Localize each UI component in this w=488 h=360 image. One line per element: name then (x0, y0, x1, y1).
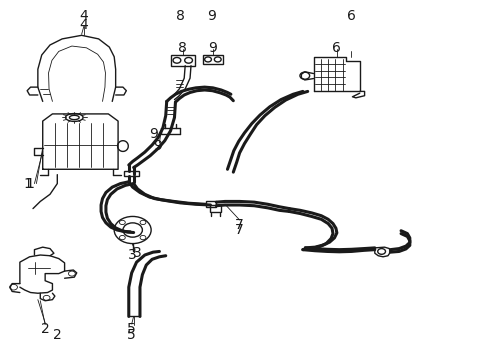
Text: 2: 2 (53, 328, 61, 342)
Text: 1: 1 (23, 176, 33, 190)
Text: 6: 6 (346, 9, 355, 23)
Text: 3: 3 (128, 248, 137, 262)
Text: 4: 4 (80, 9, 88, 23)
Bar (123, 171, 139, 176)
Text: 4: 4 (80, 18, 88, 32)
Bar (203, 55, 222, 64)
Text: 1: 1 (25, 176, 34, 190)
Text: 7: 7 (235, 218, 244, 231)
Text: 9: 9 (153, 139, 162, 153)
Bar (210, 205, 221, 212)
Text: 6: 6 (331, 41, 340, 55)
Text: 7: 7 (235, 223, 244, 237)
Text: 9: 9 (208, 41, 217, 55)
Text: 9: 9 (149, 127, 158, 140)
Text: 2: 2 (41, 322, 49, 336)
Bar (205, 202, 216, 207)
Text: 5: 5 (127, 328, 136, 342)
Text: 8: 8 (176, 9, 184, 23)
Text: 3: 3 (133, 246, 142, 260)
Text: 8: 8 (178, 41, 187, 55)
Text: 5: 5 (127, 322, 136, 336)
Text: 9: 9 (206, 9, 215, 23)
Bar (170, 55, 195, 66)
